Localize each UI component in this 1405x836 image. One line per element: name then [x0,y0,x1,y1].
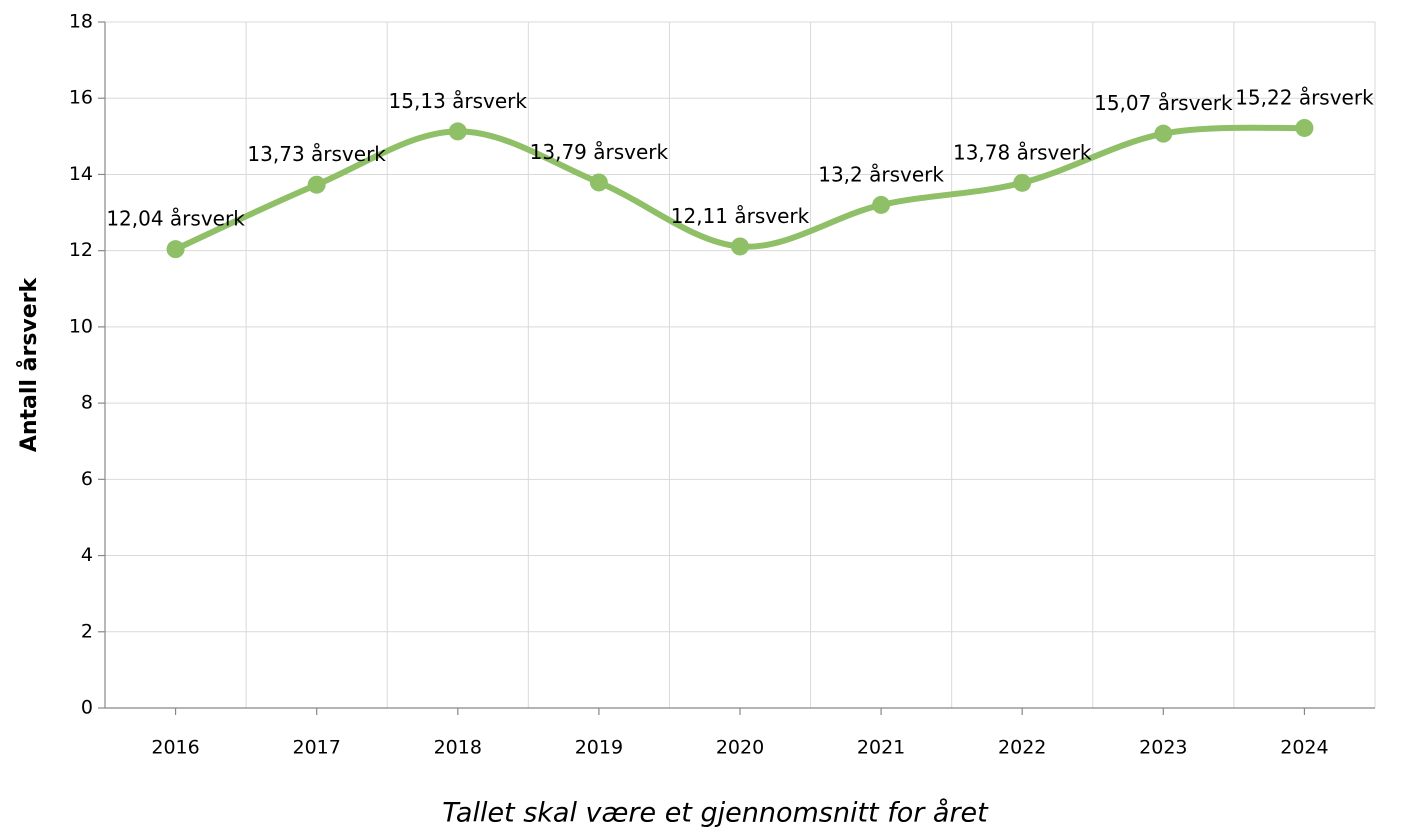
data-label: 12,04 årsverk [106,207,245,231]
y-axis-title: Antall årsverk [16,276,42,452]
point [307,175,326,194]
x-tick-label: 2018 [434,737,482,759]
data-label: 13,79 årsverk [530,140,669,164]
data-label: 15,13 årsverk [389,89,528,113]
y-tick-label: 6 [81,468,93,490]
data-label: 13,73 årsverk [247,142,386,166]
point [731,237,749,256]
y-tick-label: 2 [81,620,93,642]
x-tick-label: 2021 [857,737,905,759]
x-axis-title: Tallet skal være et gjennomsnitt for åre… [442,798,989,829]
x-tick-label: 2016 [151,737,199,759]
y-tick-label: 18 [69,11,93,33]
y-tick-label: 14 [69,163,93,185]
data-label: 13,2 årsverk [818,162,944,186]
y-tick-label: 0 [81,697,93,719]
point [872,195,891,214]
data-label: 15,07 årsverk [1094,91,1233,115]
y-tick-label: 16 [69,87,93,109]
data-label: 13,78 årsverk [953,140,1092,164]
x-tick-label: 2022 [998,737,1046,759]
y-tick-label: 12 [69,239,93,261]
x-tick-label: 2020 [716,737,764,759]
x-tick-label: 2017 [292,737,340,759]
point [448,122,467,141]
y-tick-label: 4 [81,544,93,566]
x-tick-label: 2024 [1280,737,1328,759]
y-tick-label: 10 [69,315,93,337]
point [1295,118,1314,137]
point [589,173,608,192]
data-label: 15,22 årsverk [1235,85,1374,109]
y-tick-label: 8 [81,392,93,414]
point [166,240,185,259]
data-label: 12,11 årsverk [671,204,810,228]
x-tick-label: 2019 [575,737,623,759]
point [1154,124,1173,143]
x-tick-label: 2023 [1139,737,1187,759]
point [1013,173,1032,192]
